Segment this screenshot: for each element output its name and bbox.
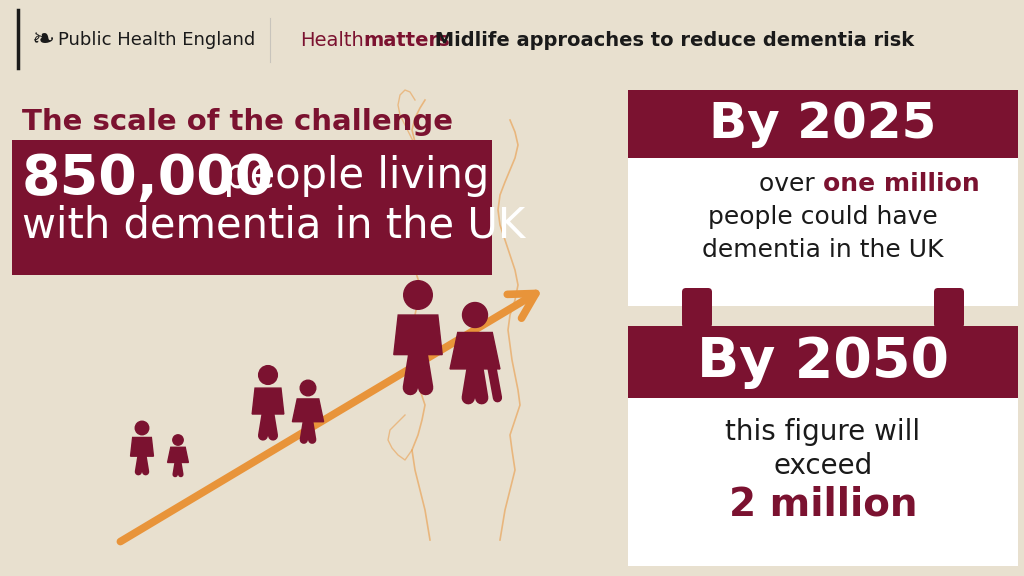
FancyBboxPatch shape	[628, 90, 1018, 158]
Circle shape	[259, 366, 278, 384]
Text: this figure will: this figure will	[725, 418, 921, 446]
Text: Health: Health	[300, 31, 364, 50]
Text: people living: people living	[210, 155, 489, 197]
FancyBboxPatch shape	[682, 288, 712, 328]
Text: The scale of the challenge: The scale of the challenge	[22, 108, 453, 136]
Polygon shape	[252, 388, 284, 414]
Circle shape	[463, 302, 487, 328]
Polygon shape	[394, 315, 442, 355]
FancyBboxPatch shape	[934, 288, 964, 328]
Polygon shape	[293, 399, 324, 422]
Text: over: over	[759, 172, 823, 196]
FancyArrowPatch shape	[121, 293, 536, 541]
FancyBboxPatch shape	[628, 326, 1018, 398]
Text: 850,000: 850,000	[22, 152, 274, 206]
Text: one million: one million	[823, 172, 980, 196]
Circle shape	[135, 421, 148, 435]
Polygon shape	[131, 437, 154, 456]
Text: Midlife approaches to reduce dementia risk: Midlife approaches to reduce dementia ri…	[428, 31, 914, 50]
FancyBboxPatch shape	[12, 140, 492, 275]
Circle shape	[403, 281, 432, 309]
FancyBboxPatch shape	[628, 158, 1018, 306]
Text: matters: matters	[362, 31, 450, 50]
Text: exceed: exceed	[773, 452, 872, 480]
Text: ❧: ❧	[32, 26, 55, 54]
FancyBboxPatch shape	[628, 398, 1018, 566]
Circle shape	[300, 380, 315, 396]
Text: 2 million: 2 million	[729, 486, 918, 524]
Text: Public Health England: Public Health England	[58, 31, 255, 49]
Text: with dementia in the UK: with dementia in the UK	[22, 205, 525, 247]
Polygon shape	[168, 448, 188, 463]
Text: dementia in the UK: dementia in the UK	[702, 238, 944, 262]
Polygon shape	[450, 332, 500, 369]
Text: By 2025: By 2025	[710, 100, 937, 148]
Text: people could have: people could have	[709, 205, 938, 229]
Circle shape	[173, 435, 183, 445]
Text: By 2050: By 2050	[697, 335, 949, 389]
